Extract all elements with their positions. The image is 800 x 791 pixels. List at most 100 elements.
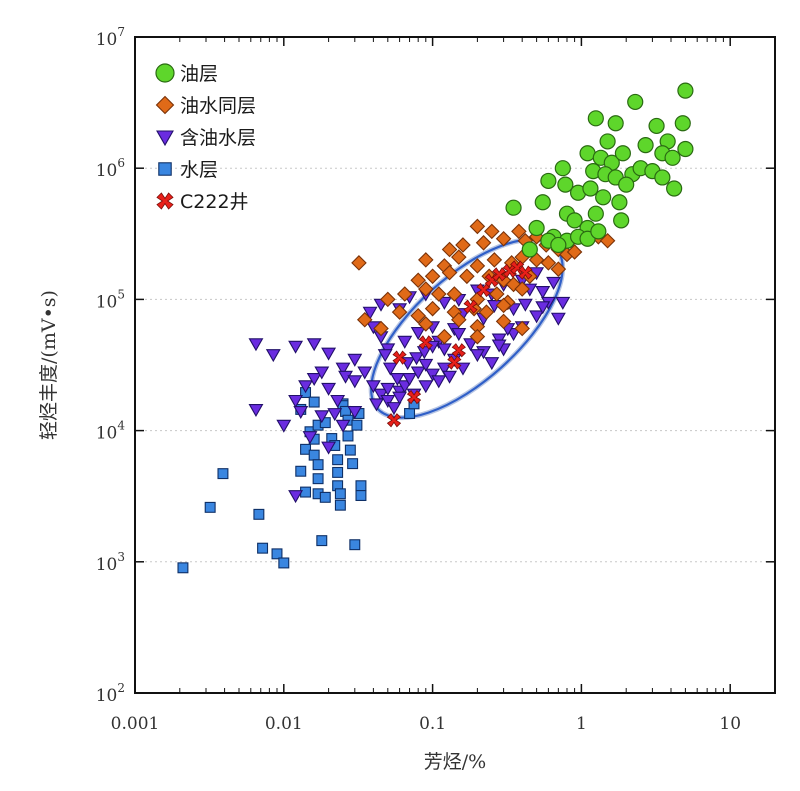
data-point <box>451 328 467 342</box>
data-point <box>332 466 344 478</box>
data-point <box>495 313 512 330</box>
legend-marker <box>156 192 174 210</box>
data-point <box>664 149 681 166</box>
data-point <box>613 212 630 229</box>
data-point <box>418 316 434 332</box>
data-point <box>288 490 304 504</box>
y-tick-exponent: 5 <box>117 287 125 301</box>
data-point <box>334 499 346 511</box>
y-tick-label: 106 <box>96 156 125 181</box>
data-point <box>418 252 434 268</box>
data-point <box>389 372 405 386</box>
data-point <box>469 258 486 274</box>
data-point <box>319 491 331 503</box>
series-4 <box>177 387 420 574</box>
data-point <box>469 328 486 345</box>
data-point <box>342 430 354 442</box>
data-point <box>382 362 398 376</box>
data-point <box>386 413 402 428</box>
legend-item: 油水同层 <box>155 95 256 117</box>
data-point <box>511 223 527 240</box>
data-point <box>386 402 402 416</box>
data-point <box>391 304 408 320</box>
data-point <box>300 486 312 498</box>
y-tick-exponent: 2 <box>117 681 125 695</box>
data-point <box>373 320 389 337</box>
data-point <box>265 349 281 363</box>
data-point <box>377 349 393 363</box>
data-point <box>327 408 343 422</box>
data-point <box>674 115 691 132</box>
legend-marker <box>155 95 175 115</box>
x-tick-label: 0.1 <box>419 714 446 734</box>
data-point <box>431 375 447 389</box>
data-point <box>347 458 359 470</box>
data-point <box>347 375 363 389</box>
data-point <box>436 343 452 357</box>
data-point <box>441 241 458 258</box>
data-point <box>492 267 507 282</box>
data-point <box>351 419 363 431</box>
data-point <box>514 320 530 337</box>
data-point <box>356 311 373 328</box>
data-point <box>424 268 441 285</box>
data-point <box>590 223 607 240</box>
y-tick-exponent: 4 <box>117 419 125 433</box>
data-point <box>410 327 426 341</box>
data-point <box>257 542 269 554</box>
data-point <box>410 272 426 289</box>
data-point <box>484 357 500 371</box>
data-point <box>430 286 447 302</box>
data-point <box>410 308 426 324</box>
data-point <box>316 535 328 547</box>
data-point <box>446 286 463 302</box>
data-point <box>308 449 320 461</box>
data-point <box>486 252 503 268</box>
data-point <box>478 304 495 320</box>
data-point <box>347 406 363 420</box>
data-point <box>314 366 330 380</box>
y-tick-label: 105 <box>96 287 125 312</box>
data-point <box>357 366 373 380</box>
data-point <box>463 338 479 352</box>
series-5 <box>386 260 533 428</box>
data-point <box>351 255 367 271</box>
data-point <box>550 261 567 277</box>
data-point <box>677 140 694 158</box>
data-point <box>463 299 478 314</box>
data-point <box>418 358 434 372</box>
data-point <box>204 501 216 513</box>
data-point <box>302 431 318 445</box>
data-point <box>451 249 467 265</box>
data-point <box>253 508 265 520</box>
legend-item: 油层 <box>155 63 218 85</box>
x-axis-title: 芳烃/% <box>424 751 486 773</box>
data-point <box>306 338 322 352</box>
y-axis-title: 轻烃丰度/(mV•s) <box>38 290 60 440</box>
y-tick-label: 104 <box>96 419 126 444</box>
data-point <box>495 230 512 247</box>
data-point <box>298 380 313 394</box>
data-point <box>587 205 604 222</box>
y-tick-base: 10 <box>96 30 118 50</box>
data-point <box>436 328 453 345</box>
data-point <box>517 298 533 312</box>
y-tick-base: 10 <box>96 555 118 575</box>
data-point <box>295 465 307 477</box>
data-point <box>312 459 324 471</box>
x-axis-ticks: 0.001 0.01 0.1 1 10 <box>111 37 776 734</box>
data-point <box>392 350 407 365</box>
y-tick-exponent: 7 <box>117 25 125 39</box>
data-point <box>410 366 426 380</box>
data-point <box>528 219 545 237</box>
data-point <box>276 419 292 433</box>
data-point <box>397 380 413 394</box>
data-point <box>554 160 571 177</box>
data-point <box>566 244 583 260</box>
data-point <box>380 382 396 396</box>
data-point <box>308 396 320 408</box>
data-point <box>334 488 346 500</box>
y-tick-label: 107 <box>96 25 125 50</box>
